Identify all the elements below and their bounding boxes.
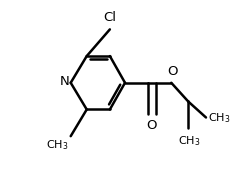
Text: O: O [167, 65, 177, 78]
Text: O: O [146, 119, 156, 132]
Text: CH$_3$: CH$_3$ [208, 111, 230, 125]
Text: N: N [60, 75, 70, 88]
Text: CH$_3$: CH$_3$ [178, 134, 200, 148]
Text: Cl: Cl [103, 11, 116, 24]
Text: CH$_3$: CH$_3$ [46, 138, 69, 152]
